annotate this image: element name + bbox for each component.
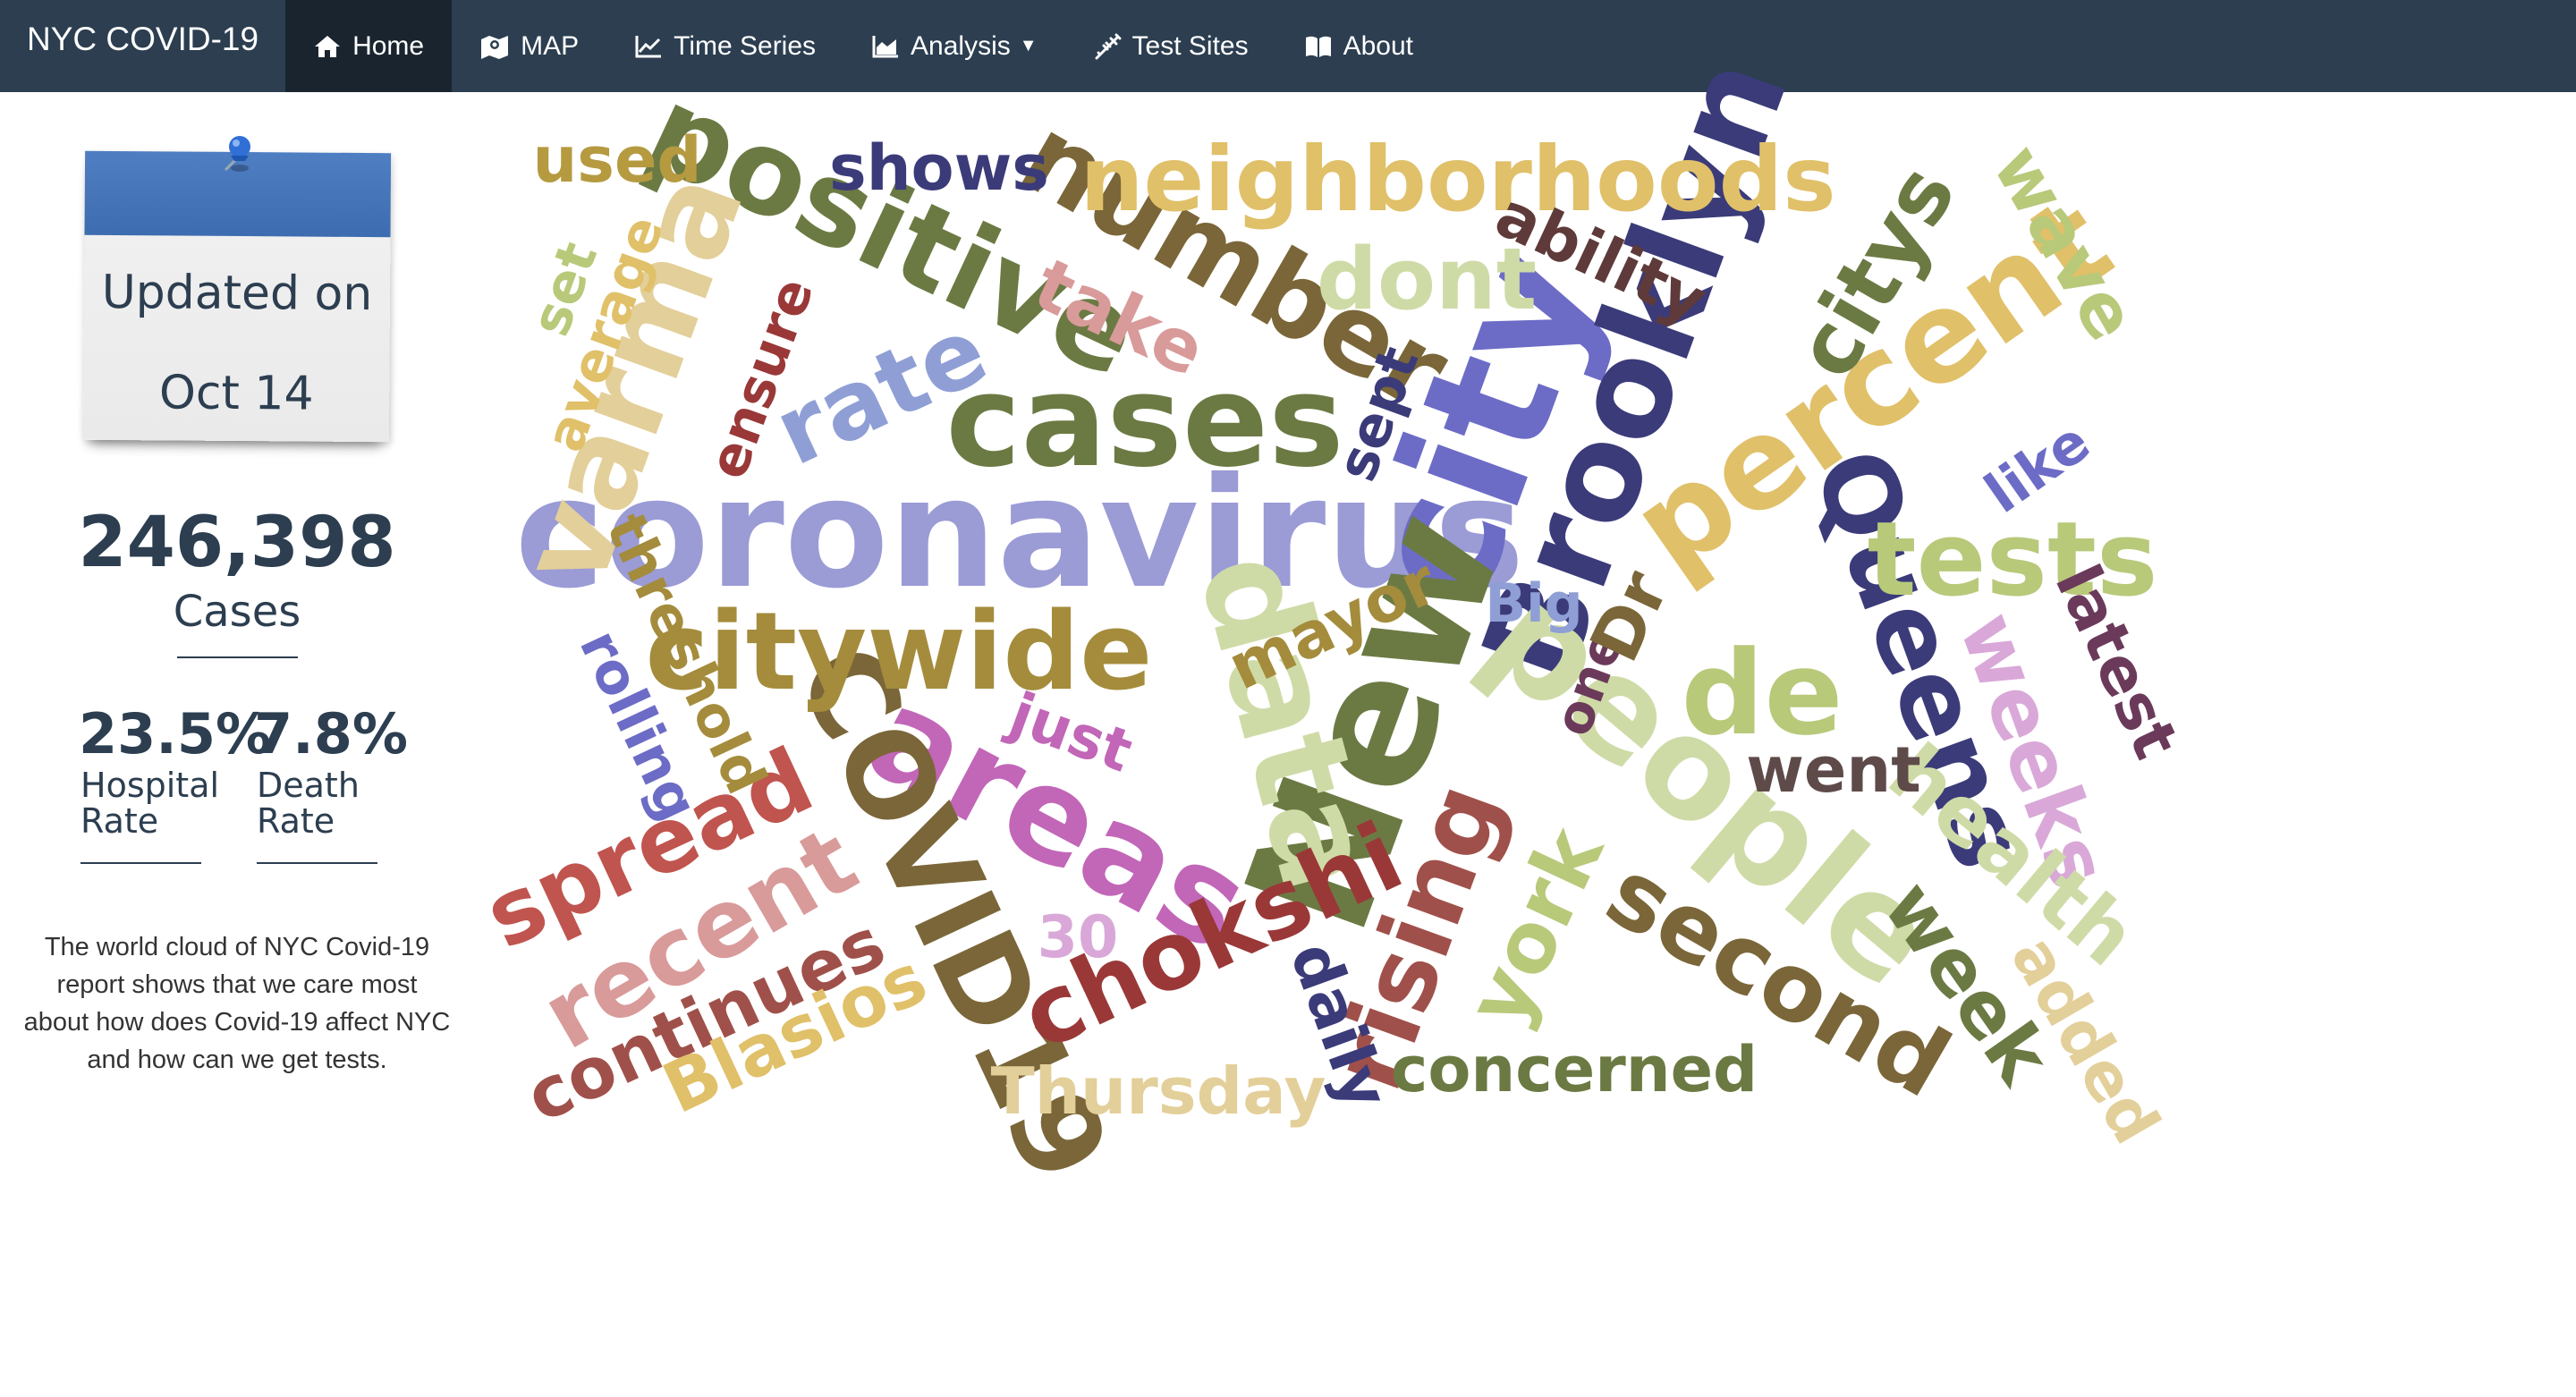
word-cases: cases [945, 348, 1343, 495]
nav-map-label: MAP [521, 30, 580, 61]
word-threshold: threshold [593, 504, 779, 803]
word-york: york [1448, 812, 1623, 1040]
word-mayor: mayor [1217, 545, 1448, 705]
cloud-description: The world cloud of NYC Covid-19 report s… [23, 933, 451, 1074]
home-icon [315, 35, 341, 57]
update-note: Updated on Oct 14 [82, 132, 392, 443]
word-one: one [1542, 622, 1636, 743]
word-just: just [999, 680, 1140, 786]
word-people: people [1458, 554, 1968, 1018]
hospital-divider [80, 862, 201, 864]
cases-divider [177, 656, 298, 658]
word-varma: varma [493, 155, 771, 604]
word-chokshi: chokshi [1005, 802, 1418, 1072]
word-ability: ability [1485, 178, 1717, 338]
word-wave: wave [1977, 131, 2154, 354]
book-icon [1305, 36, 1331, 57]
word-brooklyn: Brooklyn [1453, 38, 1818, 699]
nav-analysis[interactable]: Analysis ▼ [843, 0, 1065, 92]
area-chart-icon [872, 35, 899, 57]
word-shows: shows [829, 131, 1049, 205]
word-concerned: concerned [1391, 1033, 1758, 1106]
word-health: health [1871, 726, 2154, 985]
word-neighborhoods: neighborhoods [1080, 127, 1835, 232]
word-number: number [1001, 93, 1468, 435]
word-used: used [532, 123, 701, 197]
brand[interactable]: NYC COVID-19 [27, 21, 259, 57]
word-dont: dont [1317, 231, 1537, 329]
hospital-rate-label-2: Rate [80, 801, 159, 841]
nav-map[interactable]: MAP [452, 0, 606, 92]
navbar: NYC COVID-19 Home MAP Time Series Analys… [0, 0, 2576, 92]
cases-label: Cases [173, 587, 301, 637]
word-ensure: ensure [697, 270, 826, 487]
word-spread: spread [470, 728, 827, 969]
death-rate-label-2: Rate [257, 801, 335, 841]
hospital-rate-value: 23.5% [79, 701, 272, 766]
word-added: added [1996, 923, 2174, 1156]
nav-home[interactable]: Home [285, 0, 453, 92]
word-blasios: Blasios [652, 939, 939, 1130]
word-covid19: COVID19 [771, 625, 1136, 1201]
word-percent: percent [1607, 170, 2137, 602]
chevron-down-icon: ▼ [1019, 36, 1038, 55]
word-30: 30 [1038, 904, 1118, 971]
word-queens: Queens [1790, 434, 2051, 883]
word-data: data [1168, 537, 1407, 907]
word-rising: rising [1309, 769, 1525, 1105]
syringe-icon [1095, 33, 1122, 59]
word-average: average [533, 207, 675, 459]
word-de: de [1681, 625, 1843, 761]
word-rate: rate [758, 296, 1003, 487]
word-second: second [1589, 837, 1967, 1119]
word-sept: sept [1323, 338, 1431, 489]
note-line-1: Updated on [101, 265, 373, 322]
nav-test-sites[interactable]: Test Sites [1065, 0, 1276, 92]
word-city: city [1325, 223, 1639, 631]
death-rate-value: 7.8% [254, 701, 408, 766]
nav-time-series-label: Time Series [674, 30, 817, 61]
word-coronavirus: coronavirus [514, 445, 1524, 622]
nav-about-label: About [1343, 30, 1414, 61]
word-set: set [519, 234, 610, 344]
map-icon [481, 35, 509, 59]
word-citys: citys [1776, 149, 1975, 394]
word-thursday: Thursday [991, 1054, 1326, 1129]
word-week: week [1866, 866, 2068, 1102]
note-line-2: Oct 14 [158, 366, 314, 421]
word-citywide: citywide [645, 590, 1152, 715]
word-latest: latest [2041, 555, 2193, 770]
word-positive: positive [628, 60, 1158, 404]
word-daily: daily [1275, 933, 1402, 1118]
word-dr: Dr [1575, 559, 1684, 673]
hospital-rate-label: Hospital [80, 766, 220, 805]
nav-home-label: Home [352, 30, 425, 61]
word-weeks: weeks [1941, 601, 2127, 901]
pushpin-icon [224, 136, 250, 172]
nav-time-series[interactable]: Time Series [606, 0, 843, 92]
nav-analysis-label: Analysis [911, 30, 1011, 61]
note-card: Updated on Oct 14 [82, 150, 392, 443]
word-tests: tests [1868, 500, 2158, 620]
word-went: went [1746, 733, 1920, 807]
nav-about[interactable]: About [1276, 0, 1441, 92]
word-take: take [1021, 242, 1216, 393]
word-new: New [1207, 487, 1543, 957]
line-chart-icon [635, 35, 662, 57]
nav-test-sites-label: Test Sites [1131, 30, 1249, 61]
cases-value: 246,398 [78, 503, 396, 583]
word-continues: continues [514, 903, 897, 1139]
word-recent: recent [524, 806, 874, 1071]
word-big: Big [1485, 572, 1582, 635]
death-divider [257, 862, 377, 864]
death-rate-label: Death [257, 766, 360, 805]
word-areas: areas [844, 658, 1272, 981]
word-rolling: rolling [567, 620, 711, 830]
word-like: like [1973, 409, 2102, 526]
